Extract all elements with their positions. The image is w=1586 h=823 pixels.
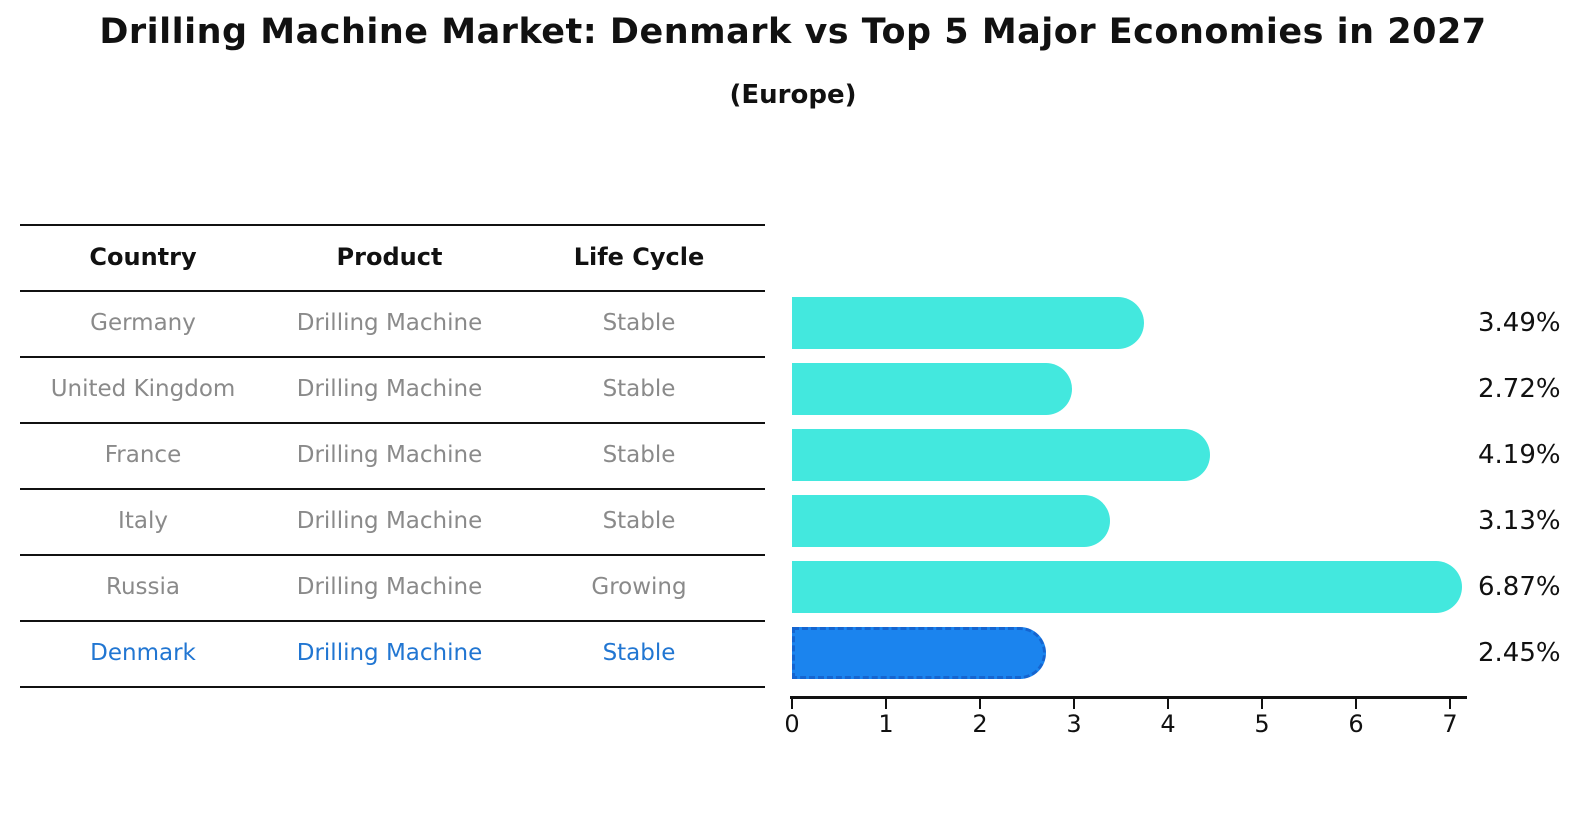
table-row-denmark: Denmark Drilling Machine Stable <box>20 635 765 671</box>
table-rule <box>20 620 765 622</box>
table-header-life-cycle: Life Cycle <box>573 243 705 271</box>
table-rule <box>20 422 765 424</box>
table-cell-country: Germany <box>90 310 196 336</box>
bar-russia <box>792 561 1462 613</box>
table-rule <box>20 290 765 292</box>
table-row-france: France Drilling Machine Stable <box>20 437 765 473</box>
x-axis-tick-label: 3 <box>1066 710 1082 738</box>
x-axis-tick <box>885 697 887 709</box>
table-cell-product: Drilling Machine <box>296 640 483 666</box>
bar-value-label: 4.19% <box>1478 440 1561 470</box>
x-axis-tick <box>1261 697 1263 709</box>
table-cell-product: Drilling Machine <box>296 574 483 600</box>
bar-value-label: 3.49% <box>1478 308 1561 338</box>
x-axis-tick-label: 2 <box>972 710 988 738</box>
table-rule <box>20 488 765 490</box>
x-axis-tick-label: 1 <box>878 710 894 738</box>
table-header-product: Product <box>336 243 443 271</box>
table-rule <box>20 686 765 688</box>
x-axis-tick <box>1355 697 1357 709</box>
x-axis-tick-label: 0 <box>784 710 800 738</box>
table-rule <box>20 224 765 226</box>
chart-subtitle: (Europe) <box>729 80 857 110</box>
bar-denmark <box>792 627 1046 679</box>
x-axis-tick <box>1073 697 1075 709</box>
table-header-country: Country <box>89 243 197 271</box>
x-axis-tick <box>1167 697 1169 709</box>
table-cell-product: Drilling Machine <box>296 376 483 402</box>
x-axis-tick <box>1449 697 1451 709</box>
x-axis-tick-label: 7 <box>1442 710 1458 738</box>
bar-france <box>792 429 1210 481</box>
table-cell-life-cycle: Growing <box>591 574 687 600</box>
bar-value-label: 3.13% <box>1478 506 1561 536</box>
table-cell-country: Russia <box>106 574 180 600</box>
table-cell-life-cycle: Stable <box>602 310 676 336</box>
table-cell-life-cycle: Stable <box>602 508 676 534</box>
table-row-united-kingdom: United Kingdom Drilling Machine Stable <box>20 371 765 407</box>
table-cell-life-cycle: Stable <box>602 640 676 666</box>
table-cell-country: Italy <box>118 508 168 534</box>
table-cell-life-cycle: Stable <box>602 376 676 402</box>
chart-title: Drilling Machine Market: Denmark vs Top … <box>99 12 1487 52</box>
table-cell-life-cycle: Stable <box>602 442 676 468</box>
bar-united-kingdom <box>792 363 1072 415</box>
table-cell-product: Drilling Machine <box>296 310 483 336</box>
table-cell-product: Drilling Machine <box>296 508 483 534</box>
table-cell-country: United Kingdom <box>50 376 236 402</box>
table-header-row: Country Product Life Cycle <box>20 239 765 275</box>
x-axis-tick-label: 5 <box>1254 710 1270 738</box>
x-axis-tick <box>791 697 793 709</box>
bar-value-label: 2.45% <box>1478 638 1561 668</box>
table-row-germany: Germany Drilling Machine Stable <box>20 305 765 341</box>
table-rule <box>20 356 765 358</box>
x-axis-tick <box>979 697 981 709</box>
bar-value-label: 6.87% <box>1478 572 1561 602</box>
table-row-russia: Russia Drilling Machine Growing <box>20 569 765 605</box>
table-cell-country: France <box>104 442 182 468</box>
bar-value-label: 2.72% <box>1478 374 1561 404</box>
x-axis-tick-label: 4 <box>1160 710 1176 738</box>
table-cell-country: Denmark <box>90 640 196 666</box>
bar-italy <box>792 495 1110 547</box>
table-cell-product: Drilling Machine <box>296 442 483 468</box>
table-row-italy: Italy Drilling Machine Stable <box>20 503 765 539</box>
table-rule <box>20 554 765 556</box>
x-axis-tick-label: 6 <box>1348 710 1364 738</box>
bar-germany <box>792 297 1144 349</box>
x-axis-line <box>790 696 1467 699</box>
